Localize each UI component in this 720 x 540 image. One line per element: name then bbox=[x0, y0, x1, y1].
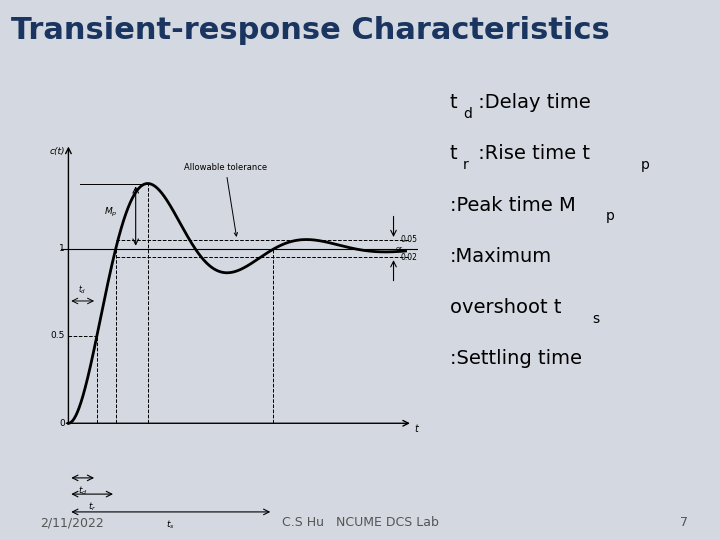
Text: 0: 0 bbox=[59, 418, 65, 428]
Text: Allowable tolerance: Allowable tolerance bbox=[184, 163, 267, 236]
Text: s: s bbox=[593, 312, 600, 326]
Text: 2/11/2022: 2/11/2022 bbox=[40, 516, 104, 530]
Text: :Settling time: :Settling time bbox=[450, 349, 582, 368]
Text: d: d bbox=[463, 107, 472, 121]
Text: :Rise time t: :Rise time t bbox=[472, 144, 590, 163]
Text: 7: 7 bbox=[680, 516, 688, 530]
Text: c(t): c(t) bbox=[49, 147, 65, 156]
Text: $t_d$: $t_d$ bbox=[78, 484, 87, 497]
Text: t: t bbox=[450, 144, 458, 163]
Text: p: p bbox=[641, 158, 649, 172]
Text: overshoot t: overshoot t bbox=[450, 298, 562, 317]
Text: :Peak time M: :Peak time M bbox=[450, 195, 576, 214]
Text: $t_r$: $t_r$ bbox=[88, 501, 96, 513]
Text: C.S Hu   NCUME DCS Lab: C.S Hu NCUME DCS Lab bbox=[282, 516, 438, 530]
Text: or: or bbox=[396, 246, 403, 252]
Text: 0.02: 0.02 bbox=[401, 253, 418, 262]
Text: p: p bbox=[606, 210, 614, 224]
Text: Transient-response Characteristics: Transient-response Characteristics bbox=[11, 16, 610, 45]
Text: :Maximum: :Maximum bbox=[450, 247, 552, 266]
Text: t: t bbox=[414, 423, 418, 434]
Text: $t_s$: $t_s$ bbox=[166, 518, 175, 531]
Text: 1: 1 bbox=[59, 244, 65, 253]
Text: 0.5: 0.5 bbox=[50, 332, 65, 340]
Text: 0.05: 0.05 bbox=[401, 235, 418, 244]
Text: $M_p$: $M_p$ bbox=[104, 206, 118, 219]
Text: $t_d$: $t_d$ bbox=[78, 283, 87, 296]
Text: t: t bbox=[450, 93, 458, 112]
Text: r: r bbox=[463, 158, 469, 172]
Text: :Delay time: :Delay time bbox=[472, 93, 591, 112]
